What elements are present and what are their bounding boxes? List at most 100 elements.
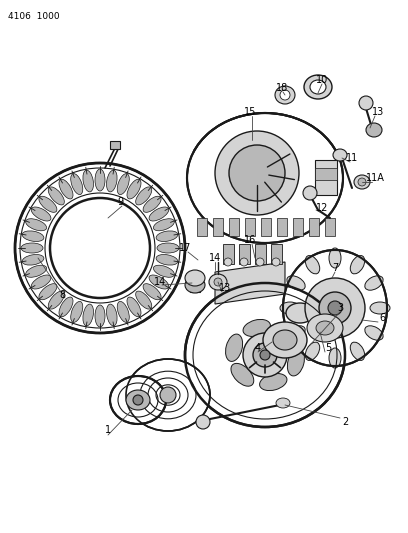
Text: 2: 2 xyxy=(342,417,348,427)
Ellipse shape xyxy=(153,265,174,277)
Bar xyxy=(315,160,337,195)
Text: 4106  1000: 4106 1000 xyxy=(8,12,60,21)
Text: 4: 4 xyxy=(255,343,261,353)
Text: 11A: 11A xyxy=(366,173,384,183)
Ellipse shape xyxy=(126,359,210,431)
Text: 8: 8 xyxy=(59,290,65,300)
Ellipse shape xyxy=(273,330,297,350)
Ellipse shape xyxy=(329,348,341,368)
Ellipse shape xyxy=(106,170,117,192)
Ellipse shape xyxy=(307,314,343,342)
Bar xyxy=(239,244,250,264)
Bar xyxy=(197,218,207,236)
Text: 1: 1 xyxy=(105,425,111,435)
Circle shape xyxy=(260,350,270,360)
Ellipse shape xyxy=(358,178,366,186)
Ellipse shape xyxy=(259,374,287,391)
Ellipse shape xyxy=(156,231,178,241)
Ellipse shape xyxy=(283,250,387,366)
Ellipse shape xyxy=(26,265,47,277)
Circle shape xyxy=(303,186,317,200)
Ellipse shape xyxy=(156,255,178,265)
Ellipse shape xyxy=(39,196,57,212)
Bar xyxy=(223,244,234,264)
Ellipse shape xyxy=(304,75,332,99)
Ellipse shape xyxy=(31,207,51,221)
Ellipse shape xyxy=(287,276,305,290)
Ellipse shape xyxy=(365,276,383,290)
Text: 11: 11 xyxy=(346,153,358,163)
Ellipse shape xyxy=(333,149,347,161)
Circle shape xyxy=(133,395,143,405)
Ellipse shape xyxy=(275,86,295,104)
Ellipse shape xyxy=(350,342,365,360)
Ellipse shape xyxy=(22,231,44,241)
Ellipse shape xyxy=(370,302,390,314)
Ellipse shape xyxy=(280,302,300,314)
Ellipse shape xyxy=(187,113,343,243)
Circle shape xyxy=(243,333,287,377)
Text: 7: 7 xyxy=(332,263,338,273)
Ellipse shape xyxy=(263,322,307,358)
Text: 16: 16 xyxy=(244,235,256,245)
Circle shape xyxy=(224,258,232,266)
Ellipse shape xyxy=(276,324,299,346)
Circle shape xyxy=(215,131,299,215)
Circle shape xyxy=(214,278,222,286)
Ellipse shape xyxy=(59,179,73,199)
Ellipse shape xyxy=(329,248,341,268)
Text: 5: 5 xyxy=(325,343,331,353)
Ellipse shape xyxy=(157,243,179,253)
Ellipse shape xyxy=(106,304,117,326)
Ellipse shape xyxy=(39,284,57,300)
Ellipse shape xyxy=(185,283,345,427)
Text: 9: 9 xyxy=(117,197,123,207)
Ellipse shape xyxy=(31,275,51,289)
Circle shape xyxy=(196,415,210,429)
Ellipse shape xyxy=(305,255,320,274)
Ellipse shape xyxy=(48,291,64,309)
Ellipse shape xyxy=(366,123,382,137)
Text: 10: 10 xyxy=(316,75,328,85)
Ellipse shape xyxy=(280,90,290,100)
Bar xyxy=(213,218,223,236)
Ellipse shape xyxy=(185,277,205,293)
Ellipse shape xyxy=(127,297,141,317)
Circle shape xyxy=(15,163,185,333)
Ellipse shape xyxy=(127,179,141,199)
Ellipse shape xyxy=(305,342,320,360)
Bar xyxy=(325,218,335,236)
Bar xyxy=(315,168,337,180)
Text: 18: 18 xyxy=(276,83,288,93)
Circle shape xyxy=(272,258,280,266)
Polygon shape xyxy=(215,262,285,304)
Ellipse shape xyxy=(226,334,243,361)
Ellipse shape xyxy=(287,349,304,376)
Circle shape xyxy=(160,387,176,403)
Circle shape xyxy=(240,258,248,266)
Bar xyxy=(190,278,200,292)
Ellipse shape xyxy=(365,326,383,340)
Bar xyxy=(261,218,271,236)
Ellipse shape xyxy=(71,302,83,322)
Ellipse shape xyxy=(26,219,47,231)
Ellipse shape xyxy=(310,80,326,94)
Ellipse shape xyxy=(22,255,44,265)
Ellipse shape xyxy=(83,304,93,326)
Ellipse shape xyxy=(209,274,227,290)
Ellipse shape xyxy=(117,302,129,322)
Ellipse shape xyxy=(149,207,169,221)
Circle shape xyxy=(359,96,373,110)
Ellipse shape xyxy=(71,174,83,195)
Ellipse shape xyxy=(136,291,152,309)
Bar xyxy=(309,218,319,236)
Ellipse shape xyxy=(243,319,271,336)
Text: 14: 14 xyxy=(154,277,166,287)
Bar xyxy=(255,244,266,264)
Ellipse shape xyxy=(95,305,105,327)
Ellipse shape xyxy=(287,326,305,340)
Ellipse shape xyxy=(350,255,365,274)
Bar xyxy=(271,244,282,264)
Circle shape xyxy=(305,278,365,338)
Ellipse shape xyxy=(95,169,105,191)
